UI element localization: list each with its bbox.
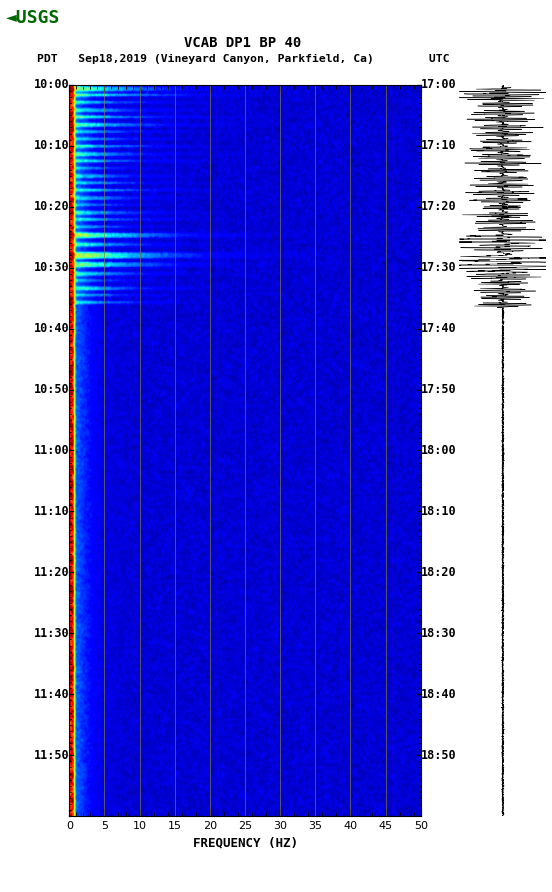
Text: 11:10: 11:10 — [34, 505, 69, 518]
Text: 17:20: 17:20 — [421, 200, 457, 213]
Text: 18:50: 18:50 — [421, 748, 457, 762]
Text: PDT   Sep18,2019 (Vineyard Canyon, Parkfield, Ca)        UTC: PDT Sep18,2019 (Vineyard Canyon, Parkfie… — [36, 54, 449, 63]
Text: 11:00: 11:00 — [34, 444, 69, 457]
X-axis label: FREQUENCY (HZ): FREQUENCY (HZ) — [193, 837, 298, 849]
Text: 10:00: 10:00 — [34, 78, 69, 91]
Text: 18:40: 18:40 — [421, 688, 457, 701]
Text: 11:30: 11:30 — [34, 627, 69, 640]
Text: 10:20: 10:20 — [34, 200, 69, 213]
Text: 10:40: 10:40 — [34, 322, 69, 335]
Text: 10:50: 10:50 — [34, 383, 69, 396]
Text: 18:00: 18:00 — [421, 444, 457, 457]
Text: 18:20: 18:20 — [421, 566, 457, 579]
Text: 18:30: 18:30 — [421, 627, 457, 640]
Text: 10:10: 10:10 — [34, 139, 69, 153]
Text: VCAB DP1 BP 40: VCAB DP1 BP 40 — [184, 36, 301, 50]
Text: 11:50: 11:50 — [34, 748, 69, 762]
Text: 11:40: 11:40 — [34, 688, 69, 701]
Text: ◄USGS: ◄USGS — [6, 9, 60, 27]
Text: 17:30: 17:30 — [421, 261, 457, 274]
Text: 17:50: 17:50 — [421, 383, 457, 396]
Text: 18:10: 18:10 — [421, 505, 457, 518]
Text: 17:10: 17:10 — [421, 139, 457, 153]
Text: 17:40: 17:40 — [421, 322, 457, 335]
Text: 11:20: 11:20 — [34, 566, 69, 579]
Text: 10:30: 10:30 — [34, 261, 69, 274]
Text: 17:00: 17:00 — [421, 78, 457, 91]
